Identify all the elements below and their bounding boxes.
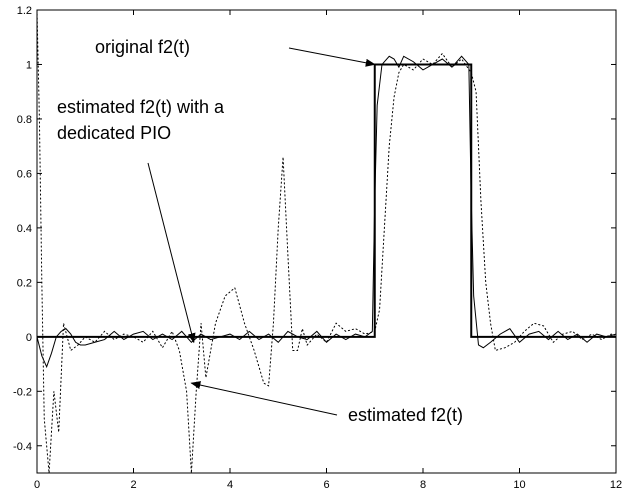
x-axis-ticks: 0 2 4 6 8 10 12 [34,10,622,490]
y-tick-label: 0.2 [17,277,32,289]
annotation-estimated-pio-text: estimated f2(t) with a [57,97,225,117]
plot-border [36,9,617,474]
annotation-estimated-text: estimated f2(t) [348,405,463,425]
annotation-layer: original f2(t) estimated f2(t) with a dedi… [57,37,463,425]
y-tick-label: 0 [26,332,32,344]
x-tick-label: 10 [513,479,525,490]
x-tick-label: 12 [610,479,622,490]
series-estimated-line [37,10,616,473]
series-original-line [37,63,616,338]
annotation-original-arrow [288,47,376,67]
y-axis-ticks: 1.2 1 0.8 0.6 0.4 0.2 0 -0.2 -0.4 [13,5,616,453]
y-tick-label: 0.8 [17,114,32,126]
x-tick-label: 0 [34,479,40,490]
series-estimated-pio-line [37,55,616,369]
x-tick-label: 6 [323,479,329,490]
x-tick-label: 8 [420,479,426,490]
y-tick-label: 1.2 [17,5,32,17]
y-tick-label: -0.4 [13,441,32,453]
annotation-estimated-pio-arrow [147,162,196,344]
y-tick-label: 0.6 [17,168,32,180]
x-tick-label: 4 [227,479,233,490]
annotation-estimated-arrow [190,381,338,416]
x-tick-label: 2 [130,479,136,490]
annotation-estimated-pio-text: dedicated PIO [57,123,171,143]
annotation-original-text: original f2(t) [95,37,190,57]
y-tick-label: 1 [26,59,32,71]
y-tick-label: 0.4 [17,223,32,235]
series-layer [37,10,616,473]
plot-frame [36,9,617,474]
y-tick-label: -0.2 [13,386,32,398]
